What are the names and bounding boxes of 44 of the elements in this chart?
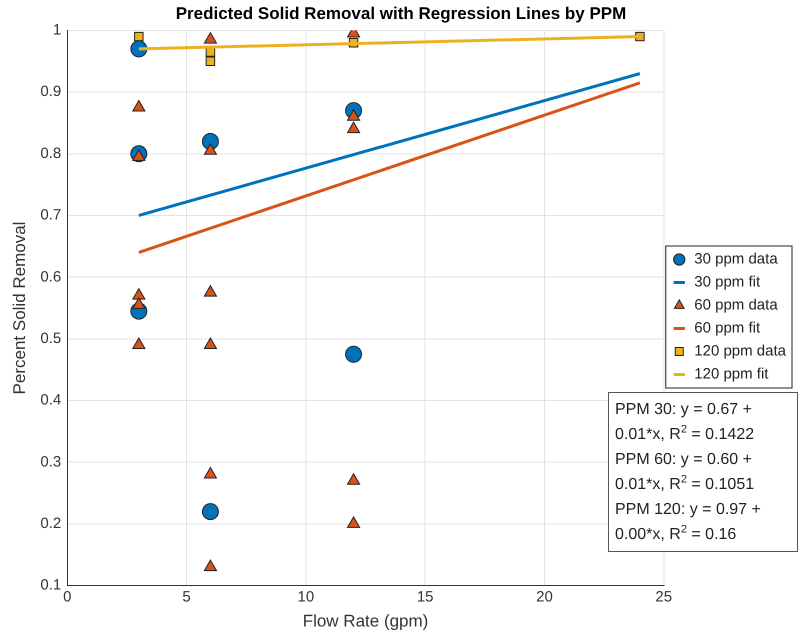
x-tick-label: 20 — [536, 588, 553, 606]
x-tick-label: 10 — [298, 588, 314, 606]
point — [345, 346, 362, 363]
annotation: PPM 30: y = 0.67 + 0.01*x, R$^{2}$ = 0.1422 — [615, 400, 756, 445]
x-axis-title: Flow Rate (gpm) — [302, 611, 428, 630]
x-tick-label: 25 — [655, 588, 672, 606]
legend-label: 30 ppm fit — [694, 274, 761, 291]
point — [347, 122, 360, 134]
point — [347, 473, 360, 485]
legend-label: 60 ppm data — [694, 296, 778, 314]
point — [204, 143, 217, 155]
legend-label: 60 ppm fit — [694, 320, 761, 337]
point — [204, 32, 217, 44]
point — [132, 338, 146, 350]
point — [204, 285, 217, 297]
y-tick-label: 0.8 — [40, 144, 62, 162]
point — [204, 467, 217, 479]
legend-label: 120 ppm fit — [694, 366, 770, 383]
point — [132, 288, 146, 300]
y-tick-label: 1 — [52, 22, 62, 39]
point — [206, 56, 216, 66]
y-axis-title: Percent Solid Removal — [10, 222, 29, 394]
y-tick-label: 0.5 — [40, 330, 62, 347]
point — [347, 516, 360, 528]
annotation: PPM 120: y = 0.97 + 0.00*x, R$^{2}$ = 0.16 — [615, 500, 762, 545]
point — [204, 560, 217, 572]
x-tick-label: 5 — [182, 588, 191, 606]
y-tick-label: 0.6 — [40, 268, 62, 286]
y-tick-label: 0.7 — [40, 206, 62, 224]
annotation: PPM 60: y = 0.60 + 0.01*x, R$^{2}$ = 0.1051 — [615, 450, 756, 495]
y-tick-label: 0.3 — [40, 453, 62, 470]
legend-label: 30 ppm data — [694, 250, 778, 268]
point — [134, 32, 144, 42]
y-tick-label: 0.9 — [40, 83, 62, 100]
point — [132, 297, 146, 309]
y-tick-label: 0.1 — [40, 576, 62, 594]
x-tick-label: 0 — [63, 588, 72, 606]
point — [204, 338, 217, 350]
chart-title: Predicted Solid Removal with Regression Lines by PPM — [176, 4, 626, 23]
y-tick-label: 0.4 — [40, 392, 62, 409]
x-tick-label: 15 — [416, 588, 434, 606]
point — [132, 100, 146, 112]
y-tick-label: 0.2 — [40, 515, 62, 532]
legend-label: 120 ppm data — [694, 342, 787, 360]
